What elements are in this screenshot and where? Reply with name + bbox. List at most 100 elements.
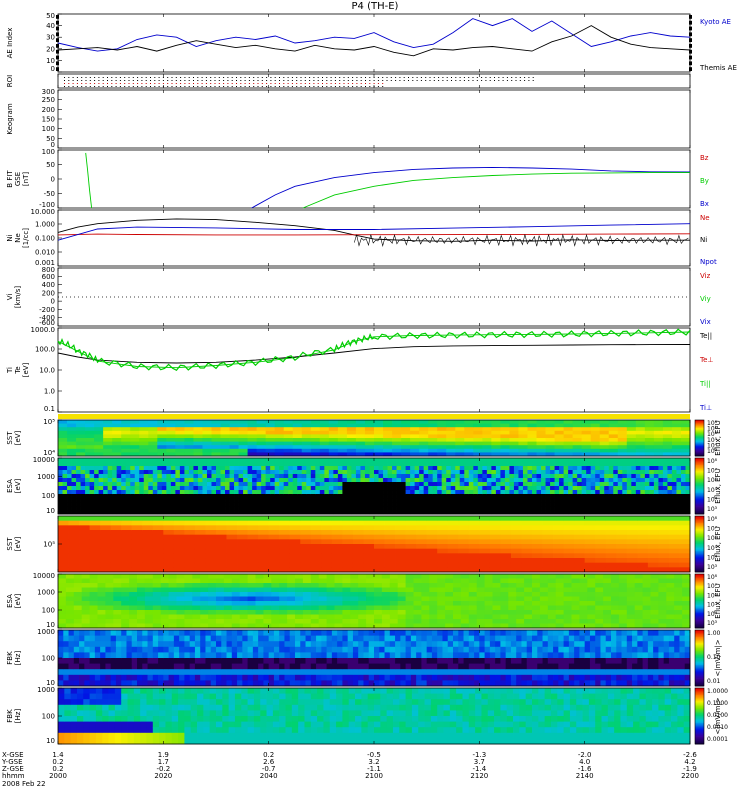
esa_reduced-cell <box>326 614 335 620</box>
roi-dot <box>119 86 121 87</box>
esa_full-cell <box>459 462 465 467</box>
sst_full-cell <box>364 423 375 428</box>
esa_full-cell <box>216 482 221 487</box>
sst_reduced-cell <box>605 516 617 522</box>
esa_full-cell <box>554 502 560 507</box>
esa_reduced-cell <box>89 578 98 584</box>
esa_full-cell <box>608 498 614 503</box>
roi-dot <box>373 77 375 78</box>
esa_full-cell <box>568 486 574 491</box>
esa_full-cell <box>89 466 95 471</box>
esa_full-cell <box>396 502 402 507</box>
esa_full-cell <box>238 502 244 507</box>
sst_full-colorbar-frame <box>694 419 705 457</box>
esa_full-cell <box>346 478 352 483</box>
sst_reduced-cell <box>331 553 343 559</box>
esa_full-cell <box>441 470 447 475</box>
esa_full-cell <box>292 506 298 511</box>
esa_reduced-cell <box>342 610 351 615</box>
esa_full-cell <box>662 494 668 499</box>
sst_reduced-cell <box>184 530 196 536</box>
esa_full-cell <box>333 482 339 487</box>
sst_reduced-cell <box>68 544 80 550</box>
esa_full-cell <box>288 482 294 487</box>
esa_reduced-cell <box>113 605 122 611</box>
esa_reduced-cell <box>295 596 304 602</box>
esa_full-cell <box>346 490 352 495</box>
esa_full-cell <box>653 470 659 475</box>
sst_full-cell <box>608 441 619 446</box>
sst_full-cell <box>671 434 682 439</box>
ae-side-bar-right <box>689 55 692 60</box>
sst_reduced-cell <box>521 520 533 526</box>
esa_full-cell <box>188 494 194 499</box>
esa_full-cell <box>631 486 637 491</box>
esa_full-cell <box>360 470 366 475</box>
esa_full-cell <box>617 458 623 463</box>
sst_full-cell <box>121 423 131 428</box>
esa_full-cell <box>396 466 402 471</box>
sst_full-cell <box>392 448 402 453</box>
roi-dot <box>85 86 87 87</box>
esa_full-cell <box>563 482 569 487</box>
sst_full-cell <box>500 430 510 435</box>
esa_full-cell <box>193 506 199 511</box>
roi-dot <box>214 86 216 87</box>
esa_full-cell <box>148 474 154 479</box>
esa_full-cell <box>599 506 605 511</box>
esa_full-cell <box>378 482 384 487</box>
esa_full-cell <box>238 470 244 475</box>
roi-dot <box>132 86 134 87</box>
esa_full-cell <box>559 498 564 503</box>
esa_full-cell <box>170 486 176 491</box>
density-ytick-label: 0.100 <box>35 235 55 243</box>
roi-dot <box>236 83 237 84</box>
bfield-legend-1: By <box>700 177 709 185</box>
sst_reduced-cell <box>553 558 564 564</box>
sst_full-cell <box>337 448 348 453</box>
esa_full-cell <box>337 506 343 511</box>
sst_reduced-cell <box>321 539 333 545</box>
esa_full-cell <box>333 486 339 491</box>
esa_full-cell <box>247 474 253 479</box>
esa_full-cell <box>333 510 339 515</box>
esa_full-cell <box>256 510 262 515</box>
esa_full-cell <box>315 478 321 483</box>
esa_full-cell <box>586 466 592 471</box>
esa_full-cell <box>270 474 276 479</box>
esa_full-cell <box>220 458 226 463</box>
esa_reduced-cell <box>144 592 154 597</box>
sst_full-cell <box>247 441 258 446</box>
esa_full-cell <box>450 486 456 491</box>
esa_full-cell <box>310 458 316 463</box>
esa_full-cell <box>527 490 533 495</box>
esa_full-cell <box>85 486 90 491</box>
sst_full-cbar-tick: 10⁷ <box>707 426 718 433</box>
esa_full-cell <box>197 510 203 515</box>
plot-title: P4 (TH-E) <box>351 1 399 12</box>
esa_full-cell <box>545 478 551 483</box>
esa_full-cell <box>89 478 95 483</box>
esa_reduced-cell <box>287 583 296 588</box>
esa_reduced-cell <box>279 614 288 620</box>
esa_full-cell <box>94 498 100 503</box>
esa_full-cell <box>410 470 416 475</box>
esa_full-cell <box>67 486 72 491</box>
esa_full-colorbar-segment <box>695 490 704 493</box>
sst_full-cell <box>319 448 330 453</box>
esa_full-cell <box>265 470 271 475</box>
esa_full-cell <box>378 510 384 515</box>
esa_full-cell <box>441 486 447 491</box>
esa_full-cell <box>288 506 294 511</box>
esa_full-cell <box>559 478 564 483</box>
esa_reduced-cell <box>421 601 430 606</box>
sst_reduced-cell <box>216 525 227 531</box>
esa_full-cell <box>527 494 533 499</box>
esa_full-cell <box>328 490 334 495</box>
sst_reduced-cell <box>352 520 364 526</box>
esa_full-cell <box>486 482 492 487</box>
esa_reduced-cell <box>255 619 264 624</box>
esa_reduced-cell <box>239 596 248 602</box>
sst_reduced-cell <box>595 516 607 522</box>
esa_reduced-cell <box>295 592 304 597</box>
